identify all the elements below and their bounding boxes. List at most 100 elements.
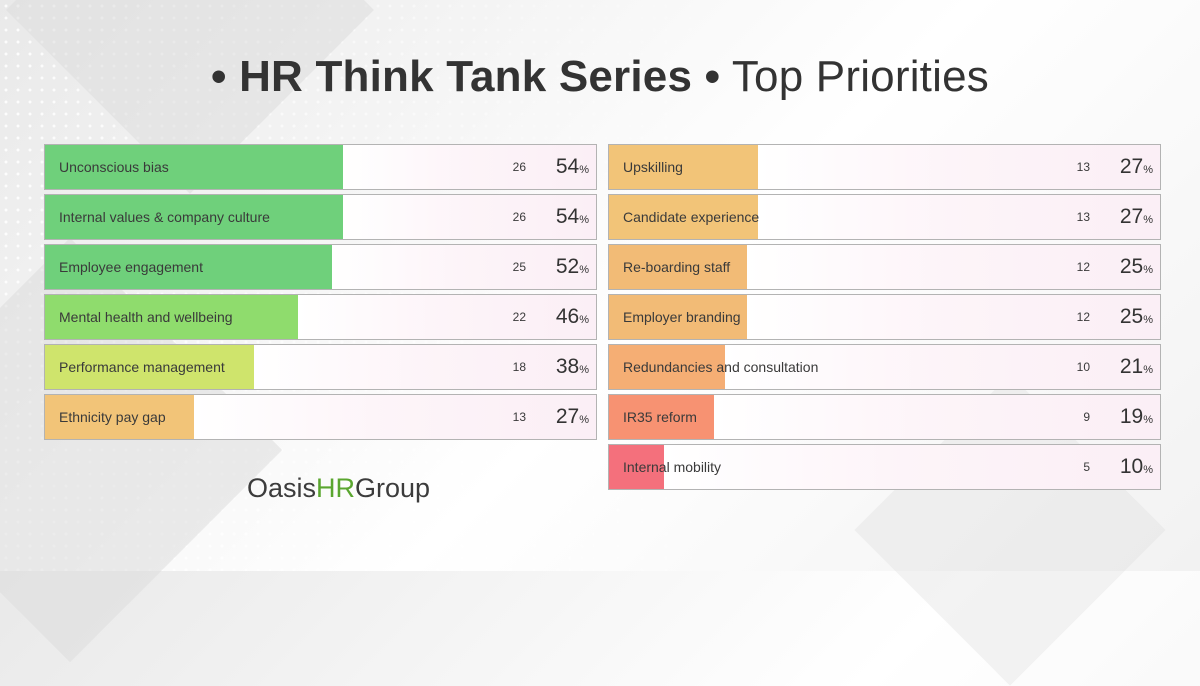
priority-percent: 54%: [555, 195, 589, 239]
priority-bar-row: Employer branding 12 25%: [608, 294, 1161, 340]
priority-count: 13: [1076, 210, 1090, 224]
priority-bar-row: Re-boarding staff 12 25%: [608, 244, 1161, 290]
percent-symbol: %: [1143, 364, 1153, 376]
priority-percent: 27%: [1120, 195, 1153, 239]
priority-percent: 25%: [1119, 245, 1153, 289]
priority-percent-value: 19: [1119, 405, 1144, 428]
priority-percent: 25%: [1119, 295, 1153, 339]
priority-label: Redundancies and consultation: [623, 359, 819, 375]
priority-label: Performance management: [59, 359, 225, 375]
priority-bar-row: Internal values & company culture 26 54%: [44, 194, 597, 240]
priority-bar-track: [194, 395, 596, 439]
priority-count: 10: [1076, 360, 1090, 374]
priority-percent-value: 27: [1119, 155, 1144, 178]
priority-bar-row: Unconscious bias 26 54%: [44, 144, 597, 190]
title-series: HR Think Tank Series: [239, 52, 693, 101]
priority-count: 12: [1076, 260, 1090, 274]
priority-label: Ethnicity pay gap: [59, 409, 166, 425]
priority-count: 22: [512, 310, 526, 324]
priority-bar-row: Internal mobility 5 10%: [608, 444, 1161, 490]
priority-bar-row: Employee engagement 25 52%: [44, 244, 597, 290]
priority-label: Unconscious bias: [59, 159, 169, 175]
priority-percent-value: 38: [555, 355, 580, 378]
oasis-hr-group-logo: OasisHRGroup: [247, 473, 430, 504]
percent-symbol: %: [579, 364, 589, 376]
priority-bar-row: Candidate experience 13 27%: [608, 194, 1161, 240]
priority-label: Internal mobility: [623, 459, 722, 475]
logo-text-hr: HR: [316, 473, 356, 503]
priority-percent: 21%: [1120, 345, 1153, 389]
priority-percent-value: 52: [555, 255, 580, 278]
priority-bar-row: IR35 reform 9 19%: [608, 394, 1161, 440]
priority-bar-track: [747, 245, 1160, 289]
priority-percent-value: 27: [555, 405, 580, 428]
priority-percent-value: 25: [1119, 255, 1144, 278]
priority-label: Re-boarding staff: [623, 259, 731, 275]
priority-bar-track: [343, 195, 596, 239]
priority-bar-fill: [45, 245, 332, 289]
priority-bar-track: [758, 145, 1160, 189]
priority-label: Mental health and wellbeing: [59, 309, 233, 325]
priority-bar-fill: [45, 145, 343, 189]
title-subtitle: Top Priorities: [731, 52, 989, 101]
priority-bar-track: [332, 245, 596, 289]
percent-symbol: %: [1143, 314, 1153, 326]
priority-bar-track: [254, 345, 596, 389]
priority-percent: 19%: [1119, 395, 1153, 439]
priority-bar-row: Redundancies and consultation 10 21%: [608, 344, 1161, 390]
priority-percent: 46%: [555, 295, 589, 339]
priority-percent: 52%: [555, 245, 589, 289]
priority-label: Candidate experience: [623, 209, 760, 225]
percent-symbol: %: [1143, 414, 1153, 426]
priority-count: 13: [1076, 160, 1090, 174]
priority-bar-fill: [45, 395, 194, 439]
priority-percent: 38%: [555, 345, 589, 389]
priority-percent: 10%: [1119, 445, 1153, 489]
priority-bar-fill: [609, 345, 725, 389]
priority-bar-fill: [609, 195, 758, 239]
percent-symbol: %: [579, 164, 589, 176]
page-title: • HR Think Tank Series • Top Priorities: [0, 52, 1200, 102]
priority-count: 5: [1083, 460, 1090, 474]
priority-percent-value: 46: [555, 305, 580, 328]
priority-count: 12: [1076, 310, 1090, 324]
title-bullet: •: [704, 52, 721, 101]
priority-bar-track: [725, 345, 1160, 389]
priority-label: Internal values & company culture: [59, 209, 270, 225]
priority-count: 26: [512, 160, 526, 174]
logo-text-group: Group: [355, 473, 431, 503]
priority-percent-value: 10: [1119, 455, 1144, 478]
priority-count: 18: [512, 360, 526, 374]
priority-count: 26: [512, 210, 526, 224]
priority-percent-value: 54: [555, 205, 580, 228]
priority-bar-fill: [609, 445, 664, 489]
priority-label: Upskilling: [623, 159, 683, 175]
priorities-column-right: Upskilling 13 27% Candidate experience 13 27%…: [608, 144, 1161, 494]
priority-bar-fill: [45, 295, 298, 339]
priority-percent: 54%: [556, 145, 589, 189]
priority-bar-row: Mental health and wellbeing 22 46%: [44, 294, 597, 340]
logo-text-oasis: Oasis: [247, 473, 317, 503]
priority-bar-fill: [609, 145, 758, 189]
priority-bar-track: [714, 395, 1160, 439]
priority-count: 13: [512, 410, 526, 424]
title-bullet: •: [211, 52, 227, 101]
priority-percent-value: 25: [1119, 305, 1144, 328]
priority-label: Employee engagement: [59, 259, 203, 275]
priority-bar-fill: [609, 245, 747, 289]
priority-bar-row: Upskilling 13 27%: [608, 144, 1161, 190]
percent-symbol: %: [1143, 164, 1153, 176]
priority-bar-row: Performance management 18 38%: [44, 344, 597, 390]
percent-symbol: %: [579, 314, 589, 326]
priority-percent: 27%: [1119, 145, 1153, 189]
percent-symbol: %: [1143, 464, 1153, 476]
priority-bar-fill: [609, 295, 747, 339]
priority-bar-track: [664, 445, 1160, 489]
percent-symbol: %: [1143, 214, 1153, 226]
priority-bar-fill: [45, 345, 254, 389]
priority-count: 25: [512, 260, 526, 274]
priority-bar-fill: [45, 195, 343, 239]
priority-count: 9: [1083, 410, 1090, 424]
priority-percent: 27%: [555, 395, 589, 439]
percent-symbol: %: [579, 214, 589, 226]
